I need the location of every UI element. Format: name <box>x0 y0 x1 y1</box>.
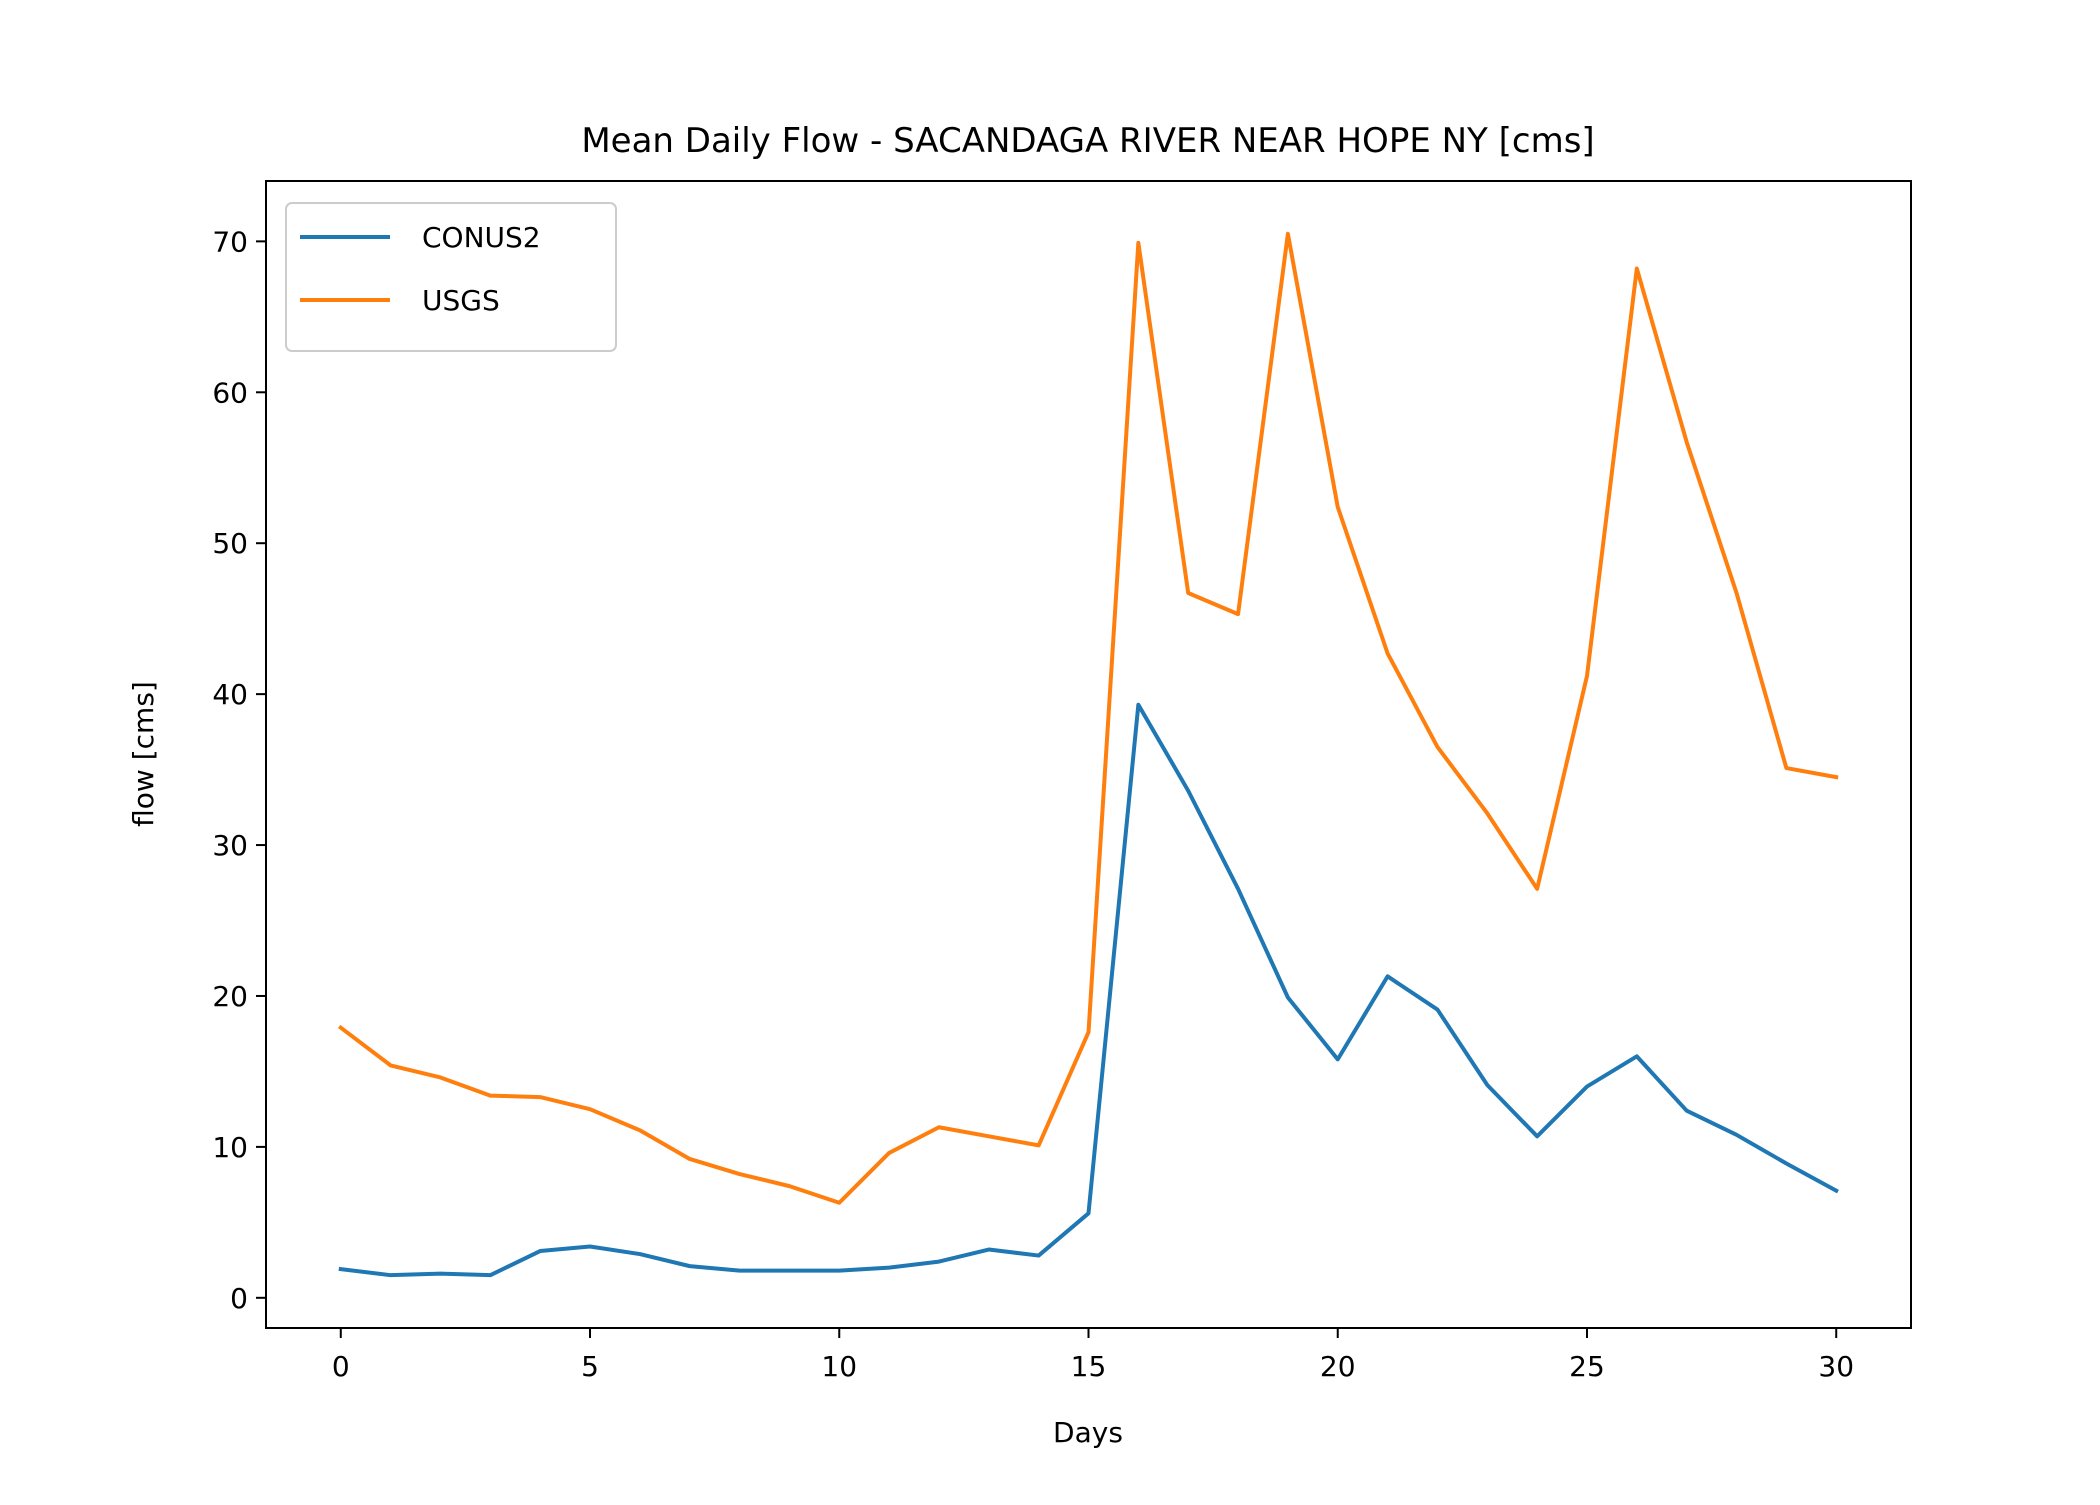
series-line-usgs <box>337 231 1839 1205</box>
x-tick-label: 5 <box>581 1350 599 1383</box>
x-tick-label: 10 <box>821 1350 857 1383</box>
y-tick-label: 30 <box>212 829 248 862</box>
plot-layer <box>337 231 1839 1278</box>
legend: CONUS2 USGS <box>285 202 617 352</box>
axes-frame <box>265 180 1912 1329</box>
y-tick-label: 0 <box>230 1282 248 1315</box>
chart-title: Mean Daily Flow - SACANDAGA RIVER NEAR H… <box>581 121 1594 161</box>
y-tick-label: 40 <box>212 678 248 711</box>
x-axis-label: Days <box>1053 1416 1123 1449</box>
y-tick-label: 10 <box>212 1131 248 1164</box>
x-tick-label: 25 <box>1569 1350 1605 1383</box>
y-tick-label: 20 <box>212 980 248 1013</box>
legend-box <box>285 202 617 352</box>
x-tick-label: 20 <box>1320 1350 1356 1383</box>
y-tick-label: 50 <box>212 527 248 560</box>
legend-label-usgs: USGS <box>422 284 500 317</box>
x-tick-label: 0 <box>332 1350 350 1383</box>
x-tick-label: 15 <box>1071 1350 1107 1383</box>
series-line-conus2 <box>338 702 1839 1278</box>
y-tick-label: 70 <box>212 225 248 258</box>
x-tick-label: 30 <box>1818 1350 1854 1383</box>
ticks-layer: 0 5 10 15 20 25 30 0 10 20 30 40 50 60 70 <box>212 225 1854 1383</box>
y-tick-label: 60 <box>212 376 248 409</box>
y-axis-label: flow [cms] <box>127 681 160 827</box>
legend-label-conus2: CONUS2 <box>422 221 541 254</box>
